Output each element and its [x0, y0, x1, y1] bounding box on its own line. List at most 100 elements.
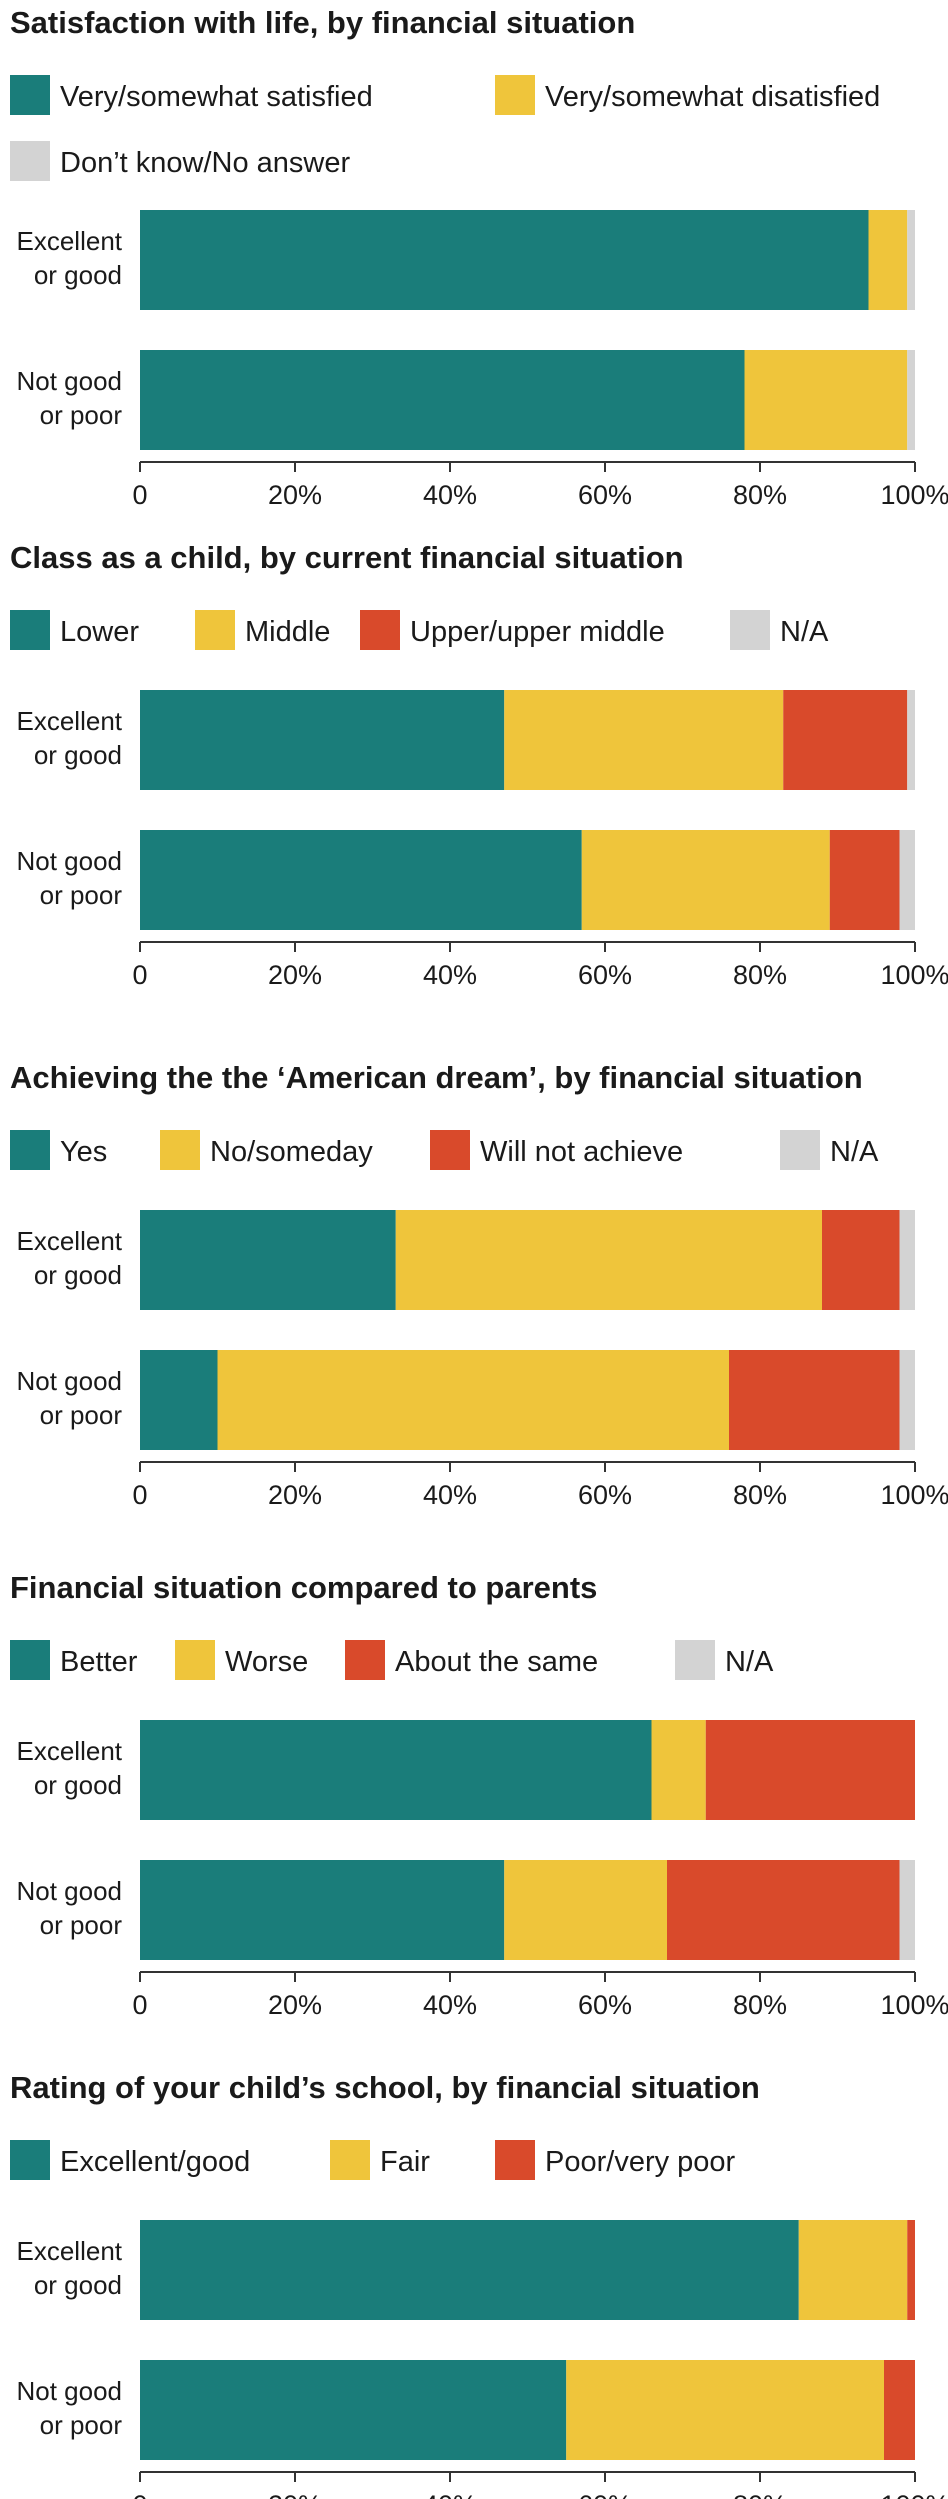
legend-swatch: [495, 2140, 535, 2180]
row-label: Not good: [16, 1876, 122, 1906]
legend-label: Upper/upper middle: [410, 616, 665, 648]
chart-title: Satisfaction with life, by financial sit…: [10, 5, 635, 40]
bar-segment: [907, 210, 915, 310]
row-label: Excellent: [17, 226, 123, 256]
legend-item: Excellent/good: [10, 2140, 250, 2180]
x-tick-label: 100%: [880, 960, 948, 990]
legend-item: Upper/upper middle: [360, 610, 665, 650]
legend-item: Yes: [10, 1130, 107, 1170]
row-label: or poor: [40, 880, 123, 910]
x-tick-label: 100%: [880, 1990, 948, 2020]
legend-item: Middle: [195, 610, 330, 650]
row-label: Excellent: [17, 1226, 123, 1256]
bar-segment: [581, 830, 830, 930]
x-tick-label: 80%: [733, 1480, 787, 1510]
bar-segment: [899, 1210, 915, 1310]
bar-segment: [899, 1350, 915, 1450]
bar-segment: [566, 2360, 884, 2460]
chart-panel-3: Achieving the the ‘American dream’, by f…: [10, 1060, 948, 1510]
legend-label: No/someday: [210, 1136, 373, 1168]
row-label: or poor: [40, 1400, 123, 1430]
x-tick-label: 0: [132, 960, 147, 990]
x-tick-label: 100%: [880, 480, 948, 510]
x-tick-label: 60%: [578, 1480, 632, 1510]
x-tick-label: 60%: [578, 480, 632, 510]
bar-segment: [868, 210, 908, 310]
legend-swatch: [360, 610, 400, 650]
chart-panel-2: Class as a child, by current financial s…: [10, 540, 948, 990]
legend-swatch: [345, 1640, 385, 1680]
bar-segment: [140, 1210, 396, 1310]
legend-label: Excellent/good: [60, 2146, 250, 2178]
x-tick-label: 20%: [268, 480, 322, 510]
legend-label: Lower: [60, 616, 139, 648]
x-tick-label: 20%: [268, 1480, 322, 1510]
bar-segment: [140, 830, 582, 930]
legend-swatch: [330, 2140, 370, 2180]
x-tick-label: 0: [132, 1990, 147, 2020]
x-tick-label: 40%: [423, 2490, 477, 2499]
x-tick-label: 60%: [578, 960, 632, 990]
bar-segment: [504, 1860, 667, 1960]
x-tick-label: 0: [132, 480, 147, 510]
legend-item: No/someday: [160, 1130, 373, 1170]
legend-label: Very/somewhat satisfied: [60, 81, 373, 113]
legend-swatch: [10, 141, 50, 181]
chart-title: Achieving the the ‘American dream’, by f…: [10, 1060, 863, 1095]
x-tick-label: 20%: [268, 960, 322, 990]
legend-item: Very/somewhat disatisfied: [495, 75, 880, 115]
bar-segment: [899, 830, 915, 930]
x-tick-label: 20%: [268, 1990, 322, 2020]
legend-swatch: [10, 610, 50, 650]
legend-label: Will not achieve: [480, 1136, 683, 1168]
x-tick-label: 40%: [423, 1480, 477, 1510]
legend-label: About the same: [395, 1646, 598, 1678]
x-tick-label: 100%: [880, 1480, 948, 1510]
bar-segment: [140, 350, 745, 450]
row-label: Excellent: [17, 706, 123, 736]
legend-swatch: [430, 1130, 470, 1170]
x-tick-label: 80%: [733, 960, 787, 990]
legend-label: Fair: [380, 2146, 430, 2178]
chart-panel-1: Satisfaction with life, by financial sit…: [10, 5, 948, 510]
row-label: or good: [34, 2270, 122, 2300]
legend-swatch: [175, 1640, 215, 1680]
x-tick-label: 60%: [578, 1990, 632, 2020]
legend-item: Will not achieve: [430, 1130, 683, 1170]
x-tick-label: 80%: [733, 480, 787, 510]
legend-item: Lower: [10, 610, 139, 650]
legend-swatch: [10, 1640, 50, 1680]
legend-label: Worse: [225, 1646, 308, 1678]
bar-segment: [140, 210, 869, 310]
bar-segment: [140, 2360, 567, 2460]
legend-item: About the same: [345, 1640, 598, 1680]
bar-segment: [140, 1350, 218, 1450]
legend-item: Poor/very poor: [495, 2140, 736, 2180]
legend-swatch: [195, 610, 235, 650]
legend-label: N/A: [725, 1646, 774, 1678]
legend-swatch: [160, 1130, 200, 1170]
legend-label: Yes: [60, 1136, 107, 1168]
legend-swatch: [730, 610, 770, 650]
bar-segment: [140, 1720, 652, 1820]
x-tick-label: 80%: [733, 1990, 787, 2020]
x-tick-label: 80%: [733, 2490, 787, 2499]
bar-segment: [395, 1210, 822, 1310]
bar-segment: [140, 1860, 505, 1960]
row-label: Not good: [16, 846, 122, 876]
legend-label: N/A: [830, 1136, 879, 1168]
legend-swatch: [10, 2140, 50, 2180]
legend-swatch: [10, 1130, 50, 1170]
bar-segment: [729, 1350, 900, 1450]
legend-item: Better: [10, 1640, 138, 1680]
bar-segment: [884, 2360, 915, 2460]
row-label: Not good: [16, 2376, 122, 2406]
legend-item: Fair: [330, 2140, 430, 2180]
legend-label: Very/somewhat disatisfied: [545, 81, 880, 113]
x-tick-label: 40%: [423, 480, 477, 510]
legend-swatch: [780, 1130, 820, 1170]
row-label: Excellent: [17, 2236, 123, 2266]
row-label: or good: [34, 260, 122, 290]
legend-label: N/A: [780, 616, 829, 648]
